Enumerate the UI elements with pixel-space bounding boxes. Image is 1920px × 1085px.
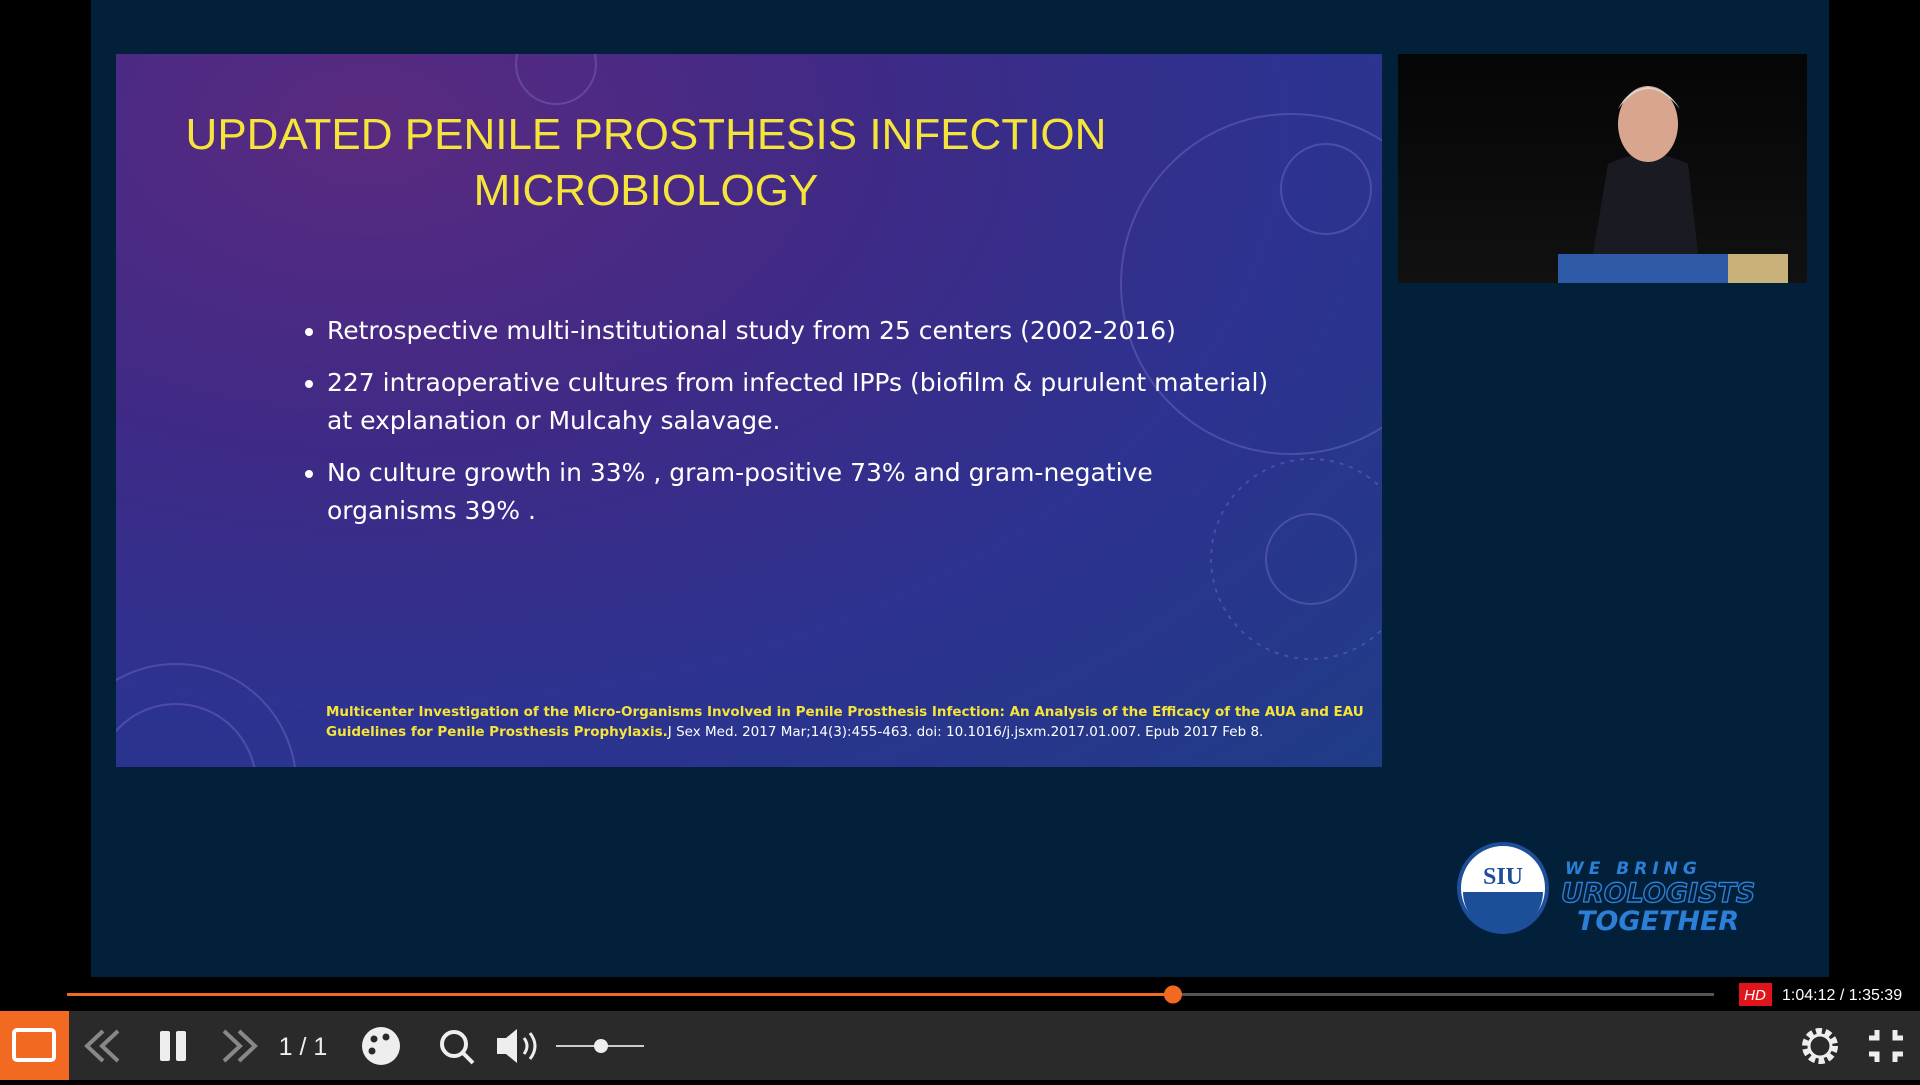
logo-badge: SIU <box>1483 864 1523 890</box>
slides-button[interactable] <box>0 1011 69 1080</box>
slide-title: UPDATED PENILE PROSTHESIS INFECTION <box>185 110 1107 159</box>
pause-button[interactable] <box>160 1031 186 1061</box>
progress-played <box>67 993 1173 996</box>
bullet-list: Retrospective multi-institutional study … <box>301 312 1287 544</box>
slide-decor <box>116 54 1382 767</box>
bullet: 227 intraoperative cultures from infecte… <box>327 364 1287 440</box>
hd-badge[interactable]: HD <box>1744 987 1766 1004</box>
progress-handle[interactable] <box>1164 985 1182 1004</box>
logo-text: WE BRING <box>1565 859 1702 879</box>
theme-button[interactable] <box>362 1027 400 1065</box>
citation-title: Multicenter Investigation of the Micro-O… <box>326 704 1364 740</box>
page-counter: 1 / 1 <box>279 1033 328 1061</box>
next-button[interactable] <box>222 1029 258 1063</box>
logo-text: UROLOGISTS <box>1561 878 1755 909</box>
speaker-video <box>1398 54 1807 283</box>
controls: 1 / 1 <box>0 1011 1903 1080</box>
slide-title: MICROBIOLOGY <box>473 166 819 215</box>
slide: UPDATED PENILE PROSTHESIS INFECTION MICR… <box>116 54 1382 767</box>
exit-fullscreen-button[interactable] <box>1869 1030 1903 1062</box>
volume-handle[interactable] <box>594 1039 608 1053</box>
bullet: Retrospective multi-institutional study … <box>327 312 1287 350</box>
search-button[interactable] <box>440 1030 475 1065</box>
citation: Multicenter Investigation of the Micro-O… <box>326 702 1366 742</box>
bullet: No culture growth in 33% , gram-positive… <box>327 454 1287 530</box>
speaker <box>1558 86 1788 283</box>
logo: SIU WE BRING UROLOGISTS TOGETHER <box>1457 842 1755 936</box>
prev-button[interactable] <box>84 1029 120 1063</box>
time-display: 1:04:12 / 1:35:39 <box>1782 987 1902 1004</box>
logo-text: TOGETHER <box>1577 906 1739 936</box>
citation-source: J Sex Med. 2017 Mar;14(3):455-463. doi: … <box>667 724 1264 740</box>
control-bar: 1 / 1 <box>0 1011 1920 1080</box>
settings-button[interactable] <box>1802 1028 1838 1064</box>
volume-button[interactable] <box>497 1029 517 1063</box>
progress-area: HD 1:04:12 / 1:35:39 <box>0 977 1920 1011</box>
